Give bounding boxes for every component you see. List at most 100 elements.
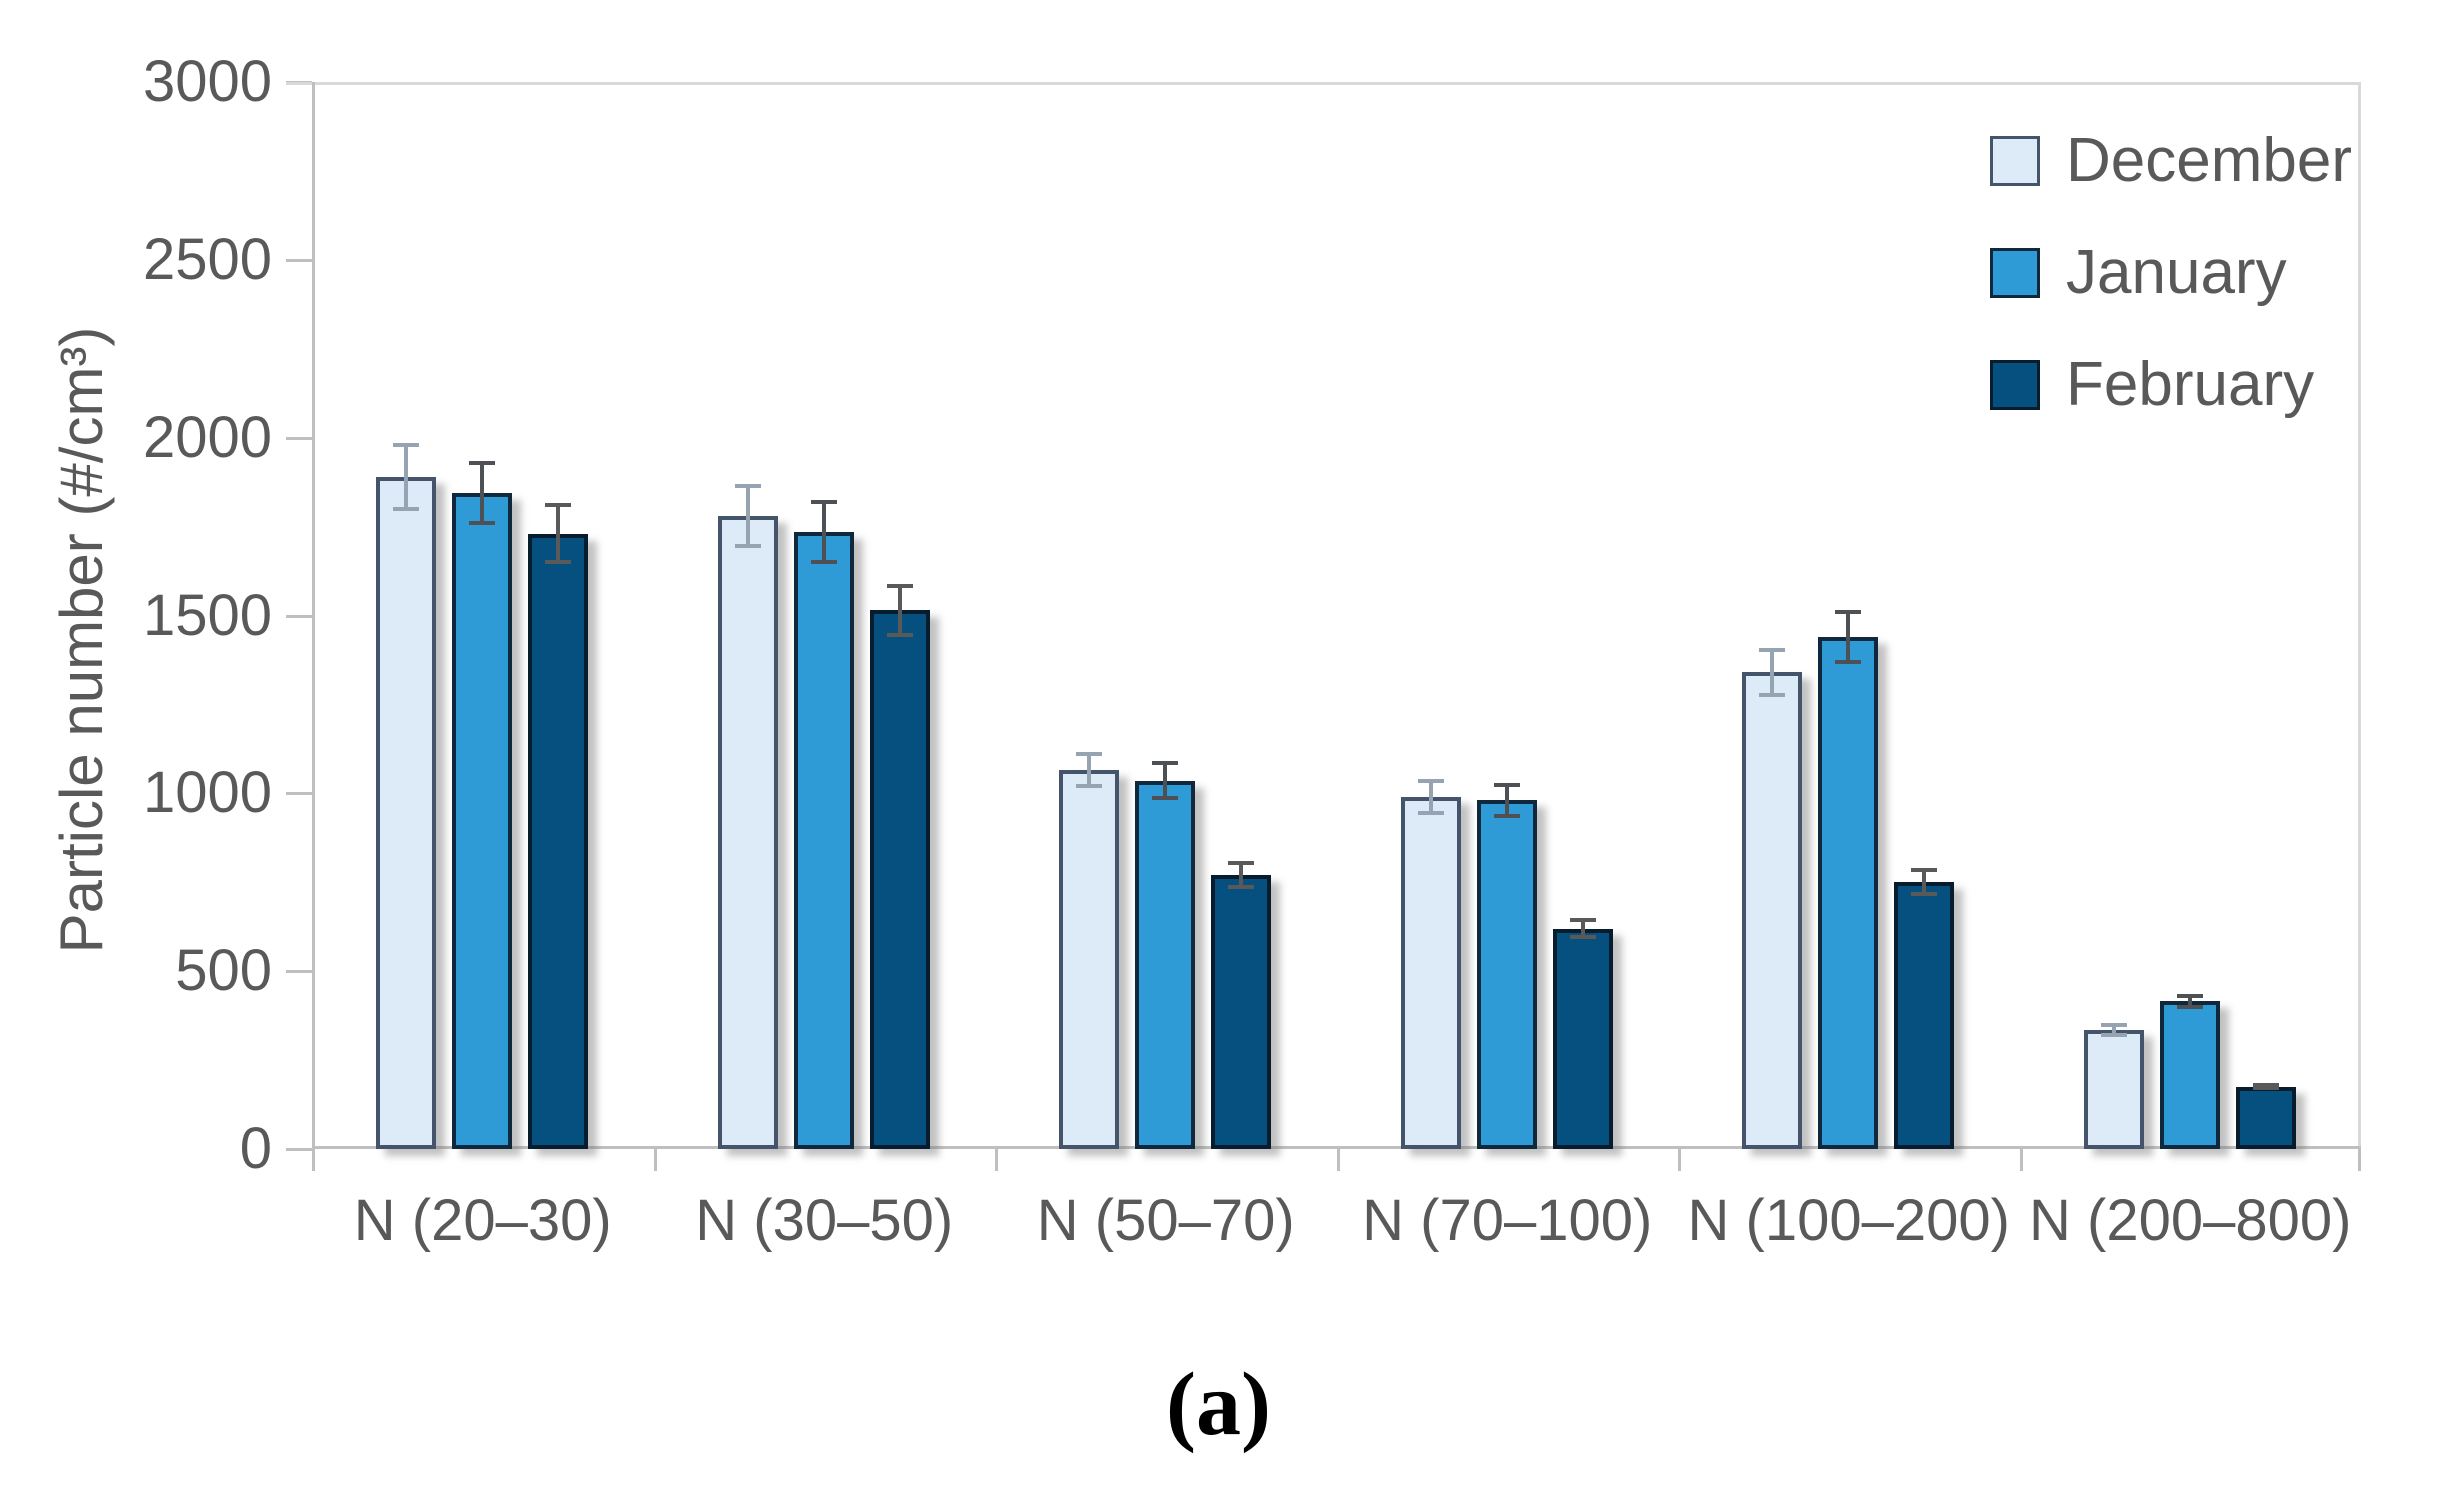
bar-january-n-30-50 (793, 531, 854, 1149)
error-bar-bottom-cap (1076, 784, 1102, 788)
error-bar-top-cap (1076, 752, 1102, 757)
x-tick-mark (653, 1149, 657, 1171)
error-bar-february-n-200-800 (2236, 1083, 2296, 1091)
x-tick-mark (2358, 1149, 2361, 1171)
error-bar-bottom-cap (469, 520, 495, 525)
legend-label-january: January (2066, 238, 2287, 307)
plot-right-border (2358, 82, 2361, 1149)
error-bar-stem (745, 483, 750, 548)
error-bar-stem (1163, 761, 1167, 801)
bar-february-n-20-30 (528, 533, 588, 1149)
legend-label-february: February (2066, 350, 2315, 419)
bar-february-n-200-800 (2235, 1086, 2296, 1149)
error-bar-february-n-30-50 (870, 583, 930, 637)
y-axis-line (312, 82, 315, 1149)
x-tick-mark (312, 1149, 315, 1171)
legend-item-january: January (1990, 242, 2287, 304)
bar-december-n-20-30 (376, 476, 436, 1149)
error-bar-stem (1922, 868, 1926, 897)
error-bar-bottom-cap (2252, 1086, 2279, 1091)
x-axis-line (312, 1146, 2361, 1149)
error-bar-top-cap (1152, 761, 1178, 766)
bar-december-n-100-200 (1742, 672, 1802, 1149)
bar-december-n-30-50 (717, 515, 778, 1149)
bar-group-n-100-200 (1678, 82, 2020, 1149)
error-bar-bottom-cap (1152, 796, 1178, 801)
error-bar-bottom-cap (1911, 892, 1937, 897)
error-bar-december-n-70-100 (1401, 779, 1461, 815)
x-tick-mark (995, 1149, 998, 1171)
y-tick-label-500: 500 (175, 938, 272, 1004)
legend: December January February (1990, 130, 2370, 530)
bar-january-n-100-200 (1818, 636, 1878, 1149)
error-bar-bottom-cap (1228, 885, 1254, 890)
x-category-label-n-70-100: N (70–100) (1362, 1188, 1653, 1253)
y-tick-mark (286, 1148, 312, 1151)
bar-february-n-30-50 (869, 610, 930, 1149)
error-bar-top-cap (810, 499, 837, 504)
x-tick-mark (1336, 1149, 1340, 1171)
y-tick-mark (286, 258, 312, 262)
error-bar-december-n-50-70 (1059, 752, 1119, 788)
figure-caption: (a) (1166, 1355, 1271, 1454)
y-tick-label-0: 0 (239, 1116, 272, 1181)
error-bar-february-n-100-200 (1894, 868, 1954, 897)
legend-swatch-january (1990, 248, 2040, 298)
error-bar-stem (1428, 779, 1433, 815)
bar-december-n-200-800 (2083, 1029, 2144, 1149)
y-tick-mark (286, 792, 312, 796)
error-bar-january-n-20-30 (452, 460, 512, 525)
error-bar-bottom-cap (393, 506, 419, 511)
error-bar-december-n-20-30 (376, 443, 436, 511)
y-tick-label-2500: 2500 (142, 226, 272, 292)
error-bar-top-cap (1759, 647, 1785, 652)
error-bar-bottom-cap (810, 559, 837, 564)
error-bar-stem (2187, 994, 2192, 1009)
x-category-label-n-50-70: N (50–70) (1036, 1188, 1295, 1253)
error-bar-top-cap (1569, 917, 1596, 922)
error-bar-january-n-100-200 (1818, 610, 1878, 664)
legend-swatch-february (1990, 360, 2040, 410)
error-bar-top-cap (1835, 610, 1861, 615)
error-bar-december-n-100-200 (1742, 647, 1802, 698)
x-category-label-n-30-50: N (30–50) (695, 1188, 954, 1253)
bar-december-n-50-70 (1059, 770, 1119, 1149)
error-bar-top-cap (1493, 782, 1520, 787)
error-bar-december-n-30-50 (718, 483, 778, 548)
error-bar-stem (1087, 752, 1091, 788)
error-bar-january-n-30-50 (794, 499, 854, 564)
legend-item-february: February (1990, 354, 2314, 416)
error-bar-stem (556, 503, 560, 564)
bar-february-n-100-200 (1894, 882, 1954, 1149)
y-tick-label-1000: 1000 (142, 760, 272, 826)
error-bar-february-n-20-30 (528, 503, 588, 564)
error-bar-stem (1846, 610, 1850, 664)
y-tick-label-2000: 2000 (142, 404, 272, 470)
error-bar-bottom-cap (2176, 1004, 2203, 1009)
error-bar-stem (821, 499, 826, 564)
legend-item-december: December (1990, 130, 2352, 192)
x-category-label-n-200-800: N (200–800) (2029, 1188, 2352, 1253)
error-bar-bottom-cap (1759, 693, 1785, 698)
bar-group-n-50-70 (995, 82, 1337, 1149)
x-category-label-n-20-30: N (20–30) (353, 1188, 612, 1253)
error-bar-january-n-200-800 (2160, 994, 2220, 1009)
x-tick-mark (1678, 1149, 1681, 1171)
error-bar-january-n-50-70 (1135, 761, 1195, 801)
bar-group-n-70-100 (1337, 82, 1679, 1149)
error-bar-top-cap (886, 583, 913, 588)
error-bar-bottom-cap (1417, 810, 1444, 815)
error-bar-february-n-50-70 (1211, 860, 1271, 890)
y-tick-label-1500: 1500 (142, 582, 272, 648)
legend-label-december: December (2066, 126, 2352, 195)
error-bar-bottom-cap (734, 543, 761, 548)
bar-february-n-70-100 (1552, 928, 1613, 1149)
y-tick-mark (286, 614, 312, 618)
error-bar-bottom-cap (886, 632, 913, 637)
error-bar-stem (404, 443, 408, 511)
bar-february-n-50-70 (1211, 875, 1271, 1149)
bar-group-n-20-30 (312, 82, 654, 1149)
error-bar-bottom-cap (1835, 659, 1861, 664)
error-bar-bottom-cap (545, 559, 571, 564)
